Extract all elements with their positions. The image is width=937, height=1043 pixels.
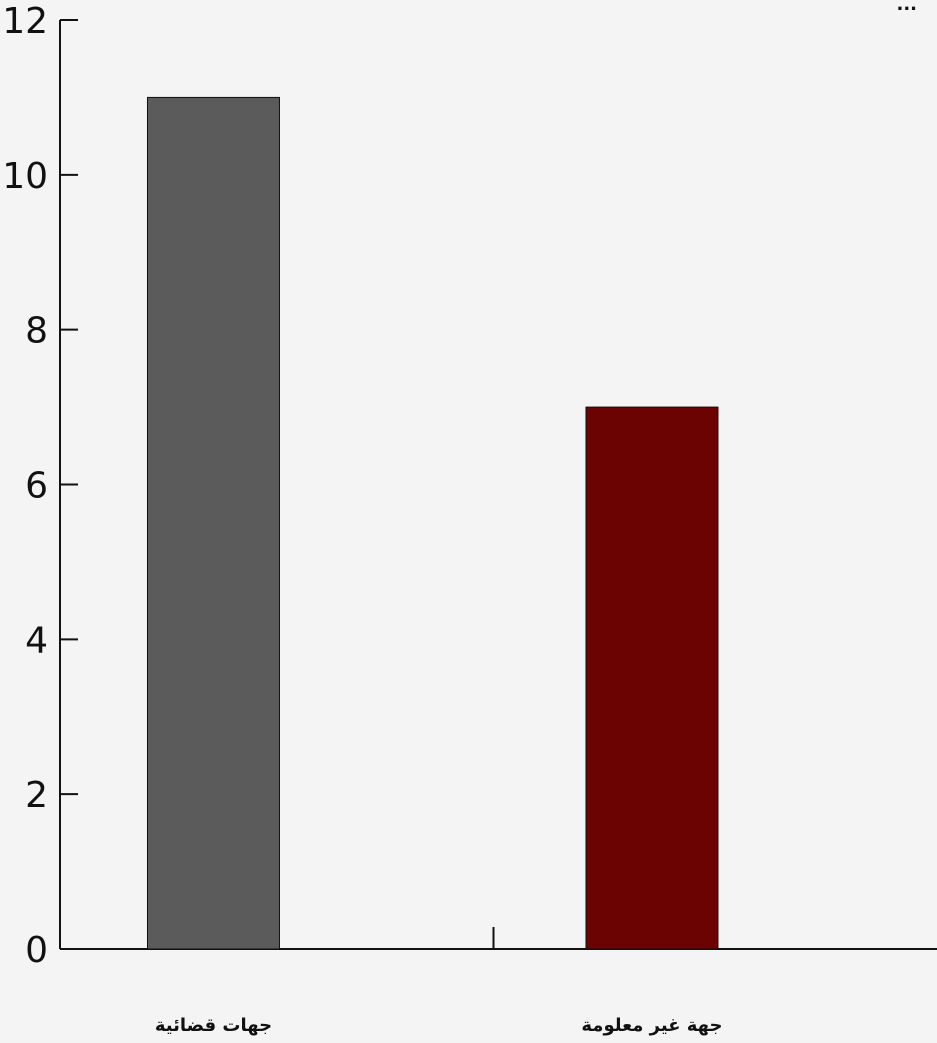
labels: جهات قضائية جهة غير معلومة [155,1015,723,1036]
y-tick-label: 10 [2,156,48,197]
y-tick-label: 2 [25,775,48,816]
y-tick-label: 12 [2,1,48,42]
y-tick-label: 0 [25,930,48,971]
y-tick-label: 4 [25,620,48,661]
y-tick-label: 6 [25,466,48,507]
y-tick-label: 8 [25,311,48,352]
chart-title: ... [896,0,917,15]
bar-1 [146,96,280,950]
x-category-label: جهات قضائية [155,1015,272,1036]
axes: 0 2 4 6 8 10 12 [2,1,937,971]
bars [146,96,719,950]
x-category-label: جهة غير معلومة [581,1015,722,1036]
bar-2 [585,406,719,950]
